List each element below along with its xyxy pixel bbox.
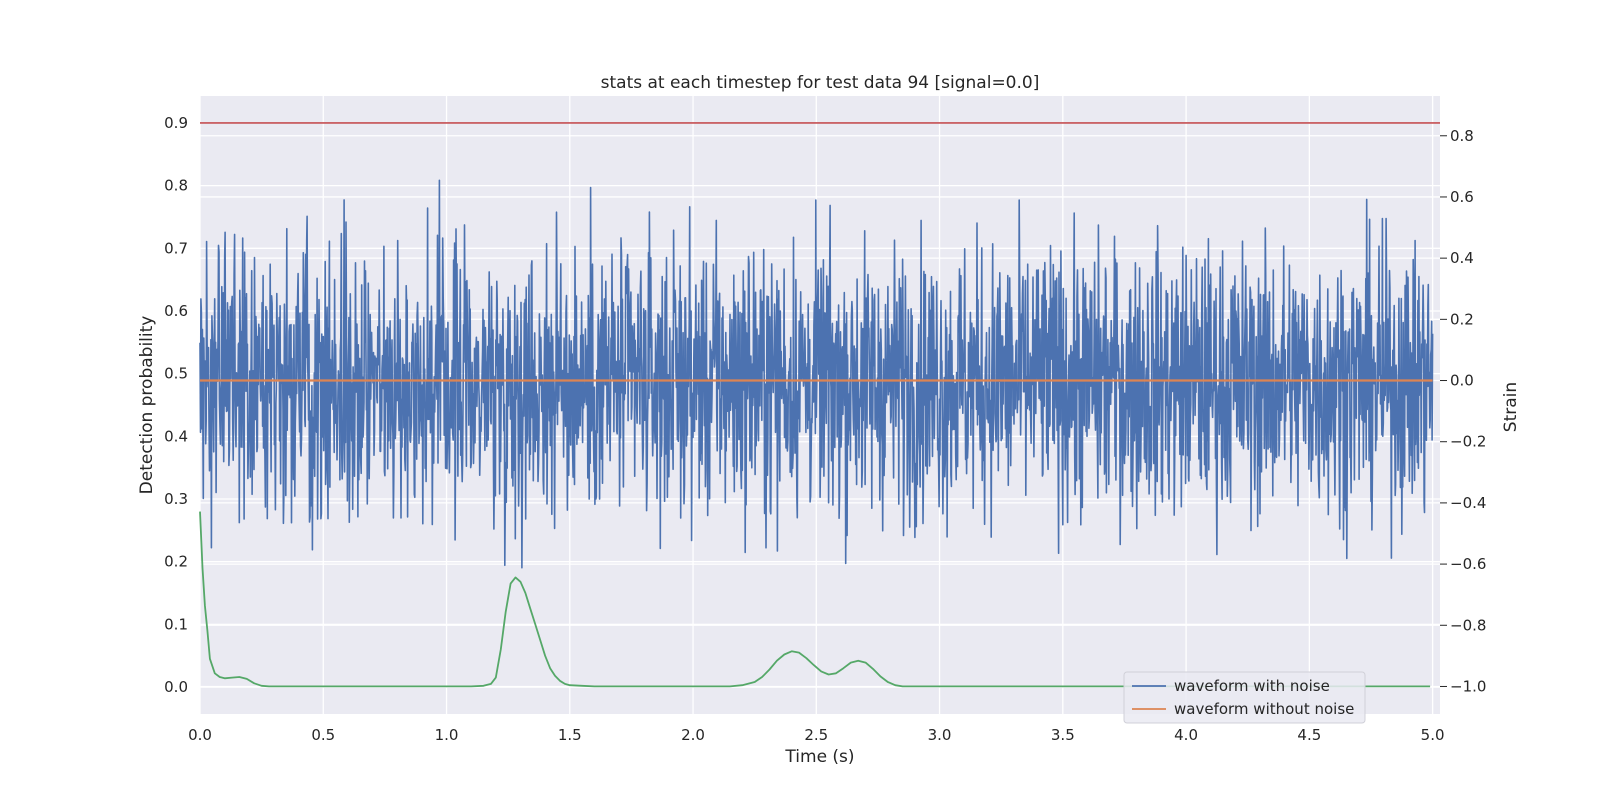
y-tick-label: 0.5 bbox=[164, 365, 188, 383]
series-waveform-with-noise bbox=[199, 179, 1434, 569]
legend-label-clean: waveform without noise bbox=[1174, 700, 1354, 718]
y-tick-label: 0.4 bbox=[164, 427, 188, 445]
series-detection-probability bbox=[199, 511, 1431, 688]
y2-tick-label: −0.8 bbox=[1450, 616, 1486, 634]
y-tick-label: 0.7 bbox=[164, 239, 188, 257]
x-tick-label: 1.5 bbox=[558, 726, 582, 744]
x-tick-label: 5.0 bbox=[1421, 726, 1445, 744]
y-tick-label: 0.6 bbox=[164, 302, 188, 320]
x-tick-label: 4.5 bbox=[1297, 726, 1321, 744]
y-axis-ticks: 0.0 0.1 0.2 0.3 0.4 0.5 0.6 0.7 0.8 0.9 bbox=[164, 114, 188, 696]
x-tick-label: 0.0 bbox=[188, 726, 212, 744]
y-tick-label: 0.2 bbox=[164, 553, 188, 571]
legend-box bbox=[1123, 671, 1366, 724]
y-tick-label: 0.0 bbox=[164, 678, 188, 696]
x-axis-label: Time (s) bbox=[784, 747, 854, 767]
x-tick-label: 2.0 bbox=[681, 726, 705, 744]
x-tick-label: 0.5 bbox=[311, 726, 335, 744]
y2-tick-label: −1.0 bbox=[1450, 677, 1486, 695]
x-axis-ticks: 0.0 0.5 1.0 1.5 2.0 2.5 3.0 3.5 4.0 4.5 5.0 bbox=[188, 726, 1444, 744]
y2-tick-label: 0.6 bbox=[1450, 188, 1474, 206]
x-tick-label: 4.0 bbox=[1174, 726, 1198, 744]
chart-title: stats at each timestep for test data 94 … bbox=[601, 73, 1040, 93]
y-tick-label: 0.1 bbox=[164, 615, 188, 633]
y-tick-label: 0.8 bbox=[164, 177, 188, 195]
y2-axis-ticks: −1.0 −0.8 −0.6 −0.4 −0.2 0.0 0.2 0.4 0.6 0.8 bbox=[1440, 127, 1486, 695]
y2-tick-label: −0.6 bbox=[1450, 555, 1486, 573]
y-tick-label: 0.9 bbox=[164, 114, 188, 132]
y2-tick-label: 0.4 bbox=[1450, 249, 1474, 267]
y-axis-label: Detection probability bbox=[137, 316, 157, 495]
y2-tick-label: 0.8 bbox=[1450, 127, 1474, 145]
legend-label-noisy: waveform with noise bbox=[1174, 677, 1330, 695]
y2-tick-label: −0.2 bbox=[1450, 433, 1486, 451]
series-layer bbox=[199, 122, 1440, 688]
y2-axis-label: Strain bbox=[1501, 382, 1521, 432]
x-tick-label: 3.5 bbox=[1051, 726, 1075, 744]
legend: waveform with noise waveform without noi… bbox=[1123, 671, 1366, 724]
y2-tick-label: 0.0 bbox=[1450, 372, 1474, 390]
x-tick-label: 3.0 bbox=[928, 726, 952, 744]
y2-tick-label: −0.4 bbox=[1450, 494, 1486, 512]
y2-tick-label: 0.2 bbox=[1450, 310, 1474, 328]
x-tick-label: 2.5 bbox=[804, 726, 828, 744]
x-tick-label: 1.0 bbox=[435, 726, 459, 744]
y-tick-label: 0.3 bbox=[164, 490, 188, 508]
